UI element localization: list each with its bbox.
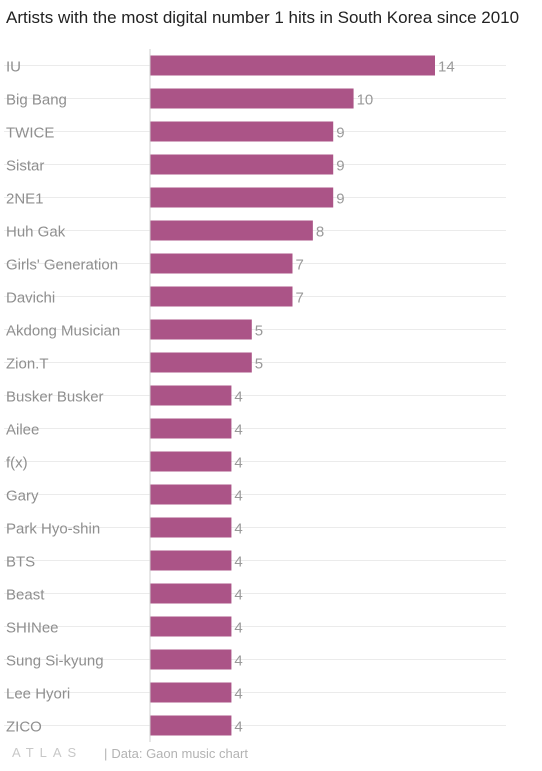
category-label: Big Bang — [6, 92, 67, 109]
data-label: 9 — [336, 191, 344, 208]
data-label: 4 — [234, 389, 242, 406]
bar — [150, 352, 252, 373]
category-label: Huh Gak — [6, 224, 66, 241]
bar — [150, 517, 232, 538]
category-label: Ailee — [6, 422, 39, 439]
chart-title: Artists with the most digital number 1 h… — [6, 8, 520, 27]
data-label: 7 — [296, 257, 304, 274]
bar — [150, 484, 232, 505]
bar — [150, 385, 232, 406]
data-label: 4 — [234, 719, 242, 736]
category-label: Girls' Generation — [6, 257, 118, 274]
category-label: Lee Hyori — [6, 686, 70, 703]
category-label: Park Hyo-shin — [6, 521, 100, 538]
source-note: | Data: Gaon music chart — [104, 746, 248, 761]
data-label: 8 — [316, 224, 324, 241]
source-text: Data: Gaon music chart — [111, 746, 248, 761]
category-label: SHINee — [6, 620, 59, 637]
category-label: 2NE1 — [6, 191, 44, 208]
data-label: 10 — [357, 92, 374, 109]
bar — [150, 55, 435, 76]
data-label: 9 — [336, 125, 344, 142]
bar — [150, 286, 293, 307]
category-label: f(x) — [6, 455, 28, 472]
data-label: 5 — [255, 323, 263, 340]
bar — [150, 187, 334, 208]
data-label: 4 — [234, 686, 242, 703]
bar — [150, 121, 334, 142]
category-label: Zion.T — [6, 356, 49, 373]
data-label: 4 — [234, 554, 242, 571]
bar — [150, 583, 232, 604]
data-label: 4 — [234, 488, 242, 505]
data-label: 4 — [234, 455, 242, 472]
data-label: 9 — [336, 158, 344, 175]
bar — [150, 88, 354, 109]
category-label: Akdong Musician — [6, 323, 120, 340]
bar — [150, 253, 293, 274]
bar — [150, 649, 232, 670]
bar — [150, 154, 334, 175]
bar — [150, 451, 232, 472]
bar — [150, 319, 252, 340]
category-label: Davichi — [6, 290, 55, 307]
category-label: BTS — [6, 554, 35, 571]
category-label: TWICE — [6, 125, 54, 142]
category-label: ZICO — [6, 719, 42, 736]
category-label: Beast — [6, 587, 45, 604]
bar — [150, 550, 232, 571]
category-label: IU — [6, 59, 21, 76]
bar — [150, 418, 232, 439]
category-label: Gary — [6, 488, 39, 505]
category-label: Busker Busker — [6, 389, 104, 406]
data-label: 7 — [296, 290, 304, 307]
bar — [150, 715, 232, 736]
category-label: Sistar — [6, 158, 44, 175]
data-label: 4 — [234, 422, 242, 439]
data-label: 4 — [234, 587, 242, 604]
data-label: 4 — [234, 521, 242, 538]
bar — [150, 220, 313, 241]
atlas-logo: ATLAS — [12, 745, 83, 760]
data-label: 4 — [234, 620, 242, 637]
category-label: Sung Si-kyung — [6, 653, 104, 670]
bar — [150, 682, 232, 703]
data-label: 14 — [438, 59, 455, 76]
data-label: 5 — [255, 356, 263, 373]
bar — [150, 616, 232, 637]
data-label: 4 — [234, 653, 242, 670]
